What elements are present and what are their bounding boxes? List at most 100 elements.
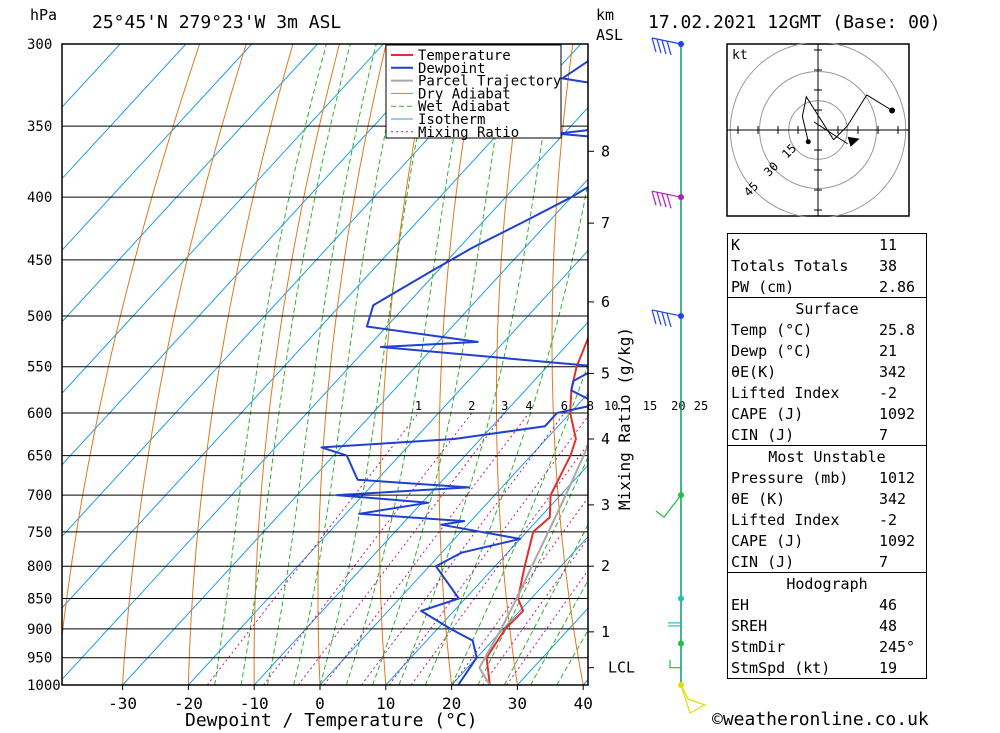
pressure-tick-label: 350: [27, 119, 52, 135]
km-tick-label: 5: [601, 364, 610, 382]
pressure-tick-label: 750: [27, 525, 52, 541]
pressure-tick-label: 950: [27, 651, 52, 667]
wind-barb-flag: [666, 40, 672, 56]
mu-pressure-label: Pressure (mb): [731, 468, 849, 487]
mixing-ratio-label: 2: [468, 399, 475, 413]
wind-barb-950: [669, 659, 681, 669]
mixing-ratio-line: [297, 412, 506, 685]
isotherm-line: [62, 44, 384, 394]
temperature-tick-label: 10: [376, 694, 395, 713]
isotherm-line: [62, 44, 318, 323]
k-index-value: 11: [872, 233, 927, 255]
wind-barb-flag: [661, 311, 667, 327]
hodograph-title: Hodograph: [786, 574, 868, 593]
location-title: 25°45'N 279°23'W 3m ASL: [92, 12, 341, 33]
wind-barb-flag: [666, 194, 672, 209]
wet-adiabat-line: [372, 44, 512, 685]
stats-table: K 11 Totals Totals 38 PW (cm) 2.86 Surface …: [726, 233, 927, 679]
pressure-tick-label: 1000: [27, 678, 61, 694]
copyright-footer[interactable]: ©weatheronline.co.uk: [712, 709, 929, 730]
mixing-ratio-label: 4: [525, 399, 532, 413]
dry-adiabat-line: [658, 44, 715, 685]
mixing-ratio-line: [410, 443, 588, 685]
wind-barb-flag: [656, 38, 662, 54]
mixing-ratio-label: 20: [671, 399, 685, 413]
mixing-ratio-label: 6: [561, 399, 568, 413]
wind-barb-flag: [661, 39, 667, 55]
isotherm-line: [451, 536, 588, 685]
isotherm-line: [62, 44, 450, 466]
most-unstable-section: Most Unstable Pressure (mb) 1012 θE (K) 34…: [727, 445, 927, 573]
mixing-ratio-label: 15: [643, 399, 657, 413]
isotherm-line: [62, 44, 187, 180]
temperature-axis: -30 -20 -10 0 10 20 30 40: [108, 685, 593, 713]
wet-adiabat-line: [266, 44, 377, 685]
temperature-tick-label: 20: [442, 694, 461, 713]
mixing-ratio-axis-label: Mixing Ratio (g/kg): [615, 327, 634, 510]
pressure-tick-label: 650: [27, 449, 52, 465]
most-unstable-title: Most Unstable: [768, 447, 886, 466]
pressure-tick-label: 400: [27, 190, 52, 206]
wet-adiabat-line: [214, 44, 327, 685]
wind-barb-surface: [680, 684, 707, 714]
km-tick-label: 3: [601, 496, 610, 514]
mu-theta-value: 342: [878, 489, 907, 508]
legend-entry-label: Dry Adiabat: [418, 86, 511, 102]
pressure-tick-label: 850: [27, 591, 52, 607]
mu-cin-label: CIN (J): [731, 552, 795, 571]
sreh-label: SREH: [731, 616, 768, 635]
legend-entry-label: Wet Adiabat: [418, 99, 511, 115]
mixing-ratio-line: [506, 569, 588, 685]
stmspd-label: StmSpd (kt): [731, 658, 831, 677]
mu-cin-value: 7: [878, 552, 888, 571]
temperature-tick-label: -30: [108, 694, 137, 713]
temperature-line: [485, 335, 588, 685]
surface-theta-value: 342: [878, 362, 907, 381]
totals-label: Totals Totals: [726, 255, 873, 276]
isotherm-line: [385, 464, 588, 685]
wind-barb-flag: [661, 193, 667, 208]
mu-li-label: Lifted Index: [731, 510, 840, 529]
km-tick-label: 8: [601, 142, 610, 160]
parcel-trajectory-line: [478, 442, 588, 685]
pressure-tick-label: 800: [27, 559, 52, 575]
wet-adiabat-line: [530, 579, 588, 685]
wind-level-dot: [678, 595, 684, 602]
eh-label: EH: [731, 595, 750, 614]
mu-pressure-value: 1012: [878, 468, 916, 487]
sreh-value: 48: [878, 616, 897, 635]
wind-barb-flag: [656, 310, 662, 326]
wind-barb-flag: [651, 309, 657, 325]
hodograph-curve-upper: [833, 94, 893, 141]
mixing-ratio-label: 25: [694, 399, 708, 413]
dry-adiabat-line: [62, 44, 201, 641]
totals-value: 38: [872, 255, 927, 276]
wind-barb-shaft: [651, 309, 682, 317]
mu-cape-value: 1092: [878, 531, 916, 550]
temperature-tick-label: -20: [174, 694, 203, 713]
isotherm-line: [62, 44, 253, 251]
mixing-ratio-line: [388, 415, 588, 685]
temperature-tick-label: 0: [315, 694, 325, 713]
datetime-title: 17.02.2021 12GMT (Base: 00): [648, 12, 941, 33]
storm-motion-arrowhead: [847, 136, 860, 147]
pressure-tick-label: 500: [27, 309, 52, 325]
pressure-tick-label: 900: [27, 622, 52, 638]
wet-adiabat-line: [503, 523, 588, 685]
surface-li-value: -2: [878, 383, 897, 402]
dry-adiabat-line: [992, 44, 1000, 685]
pressure-tick-label: 300: [27, 37, 52, 53]
temperature-tick-label: -10: [240, 694, 269, 713]
km-tick-label: 2: [601, 557, 610, 575]
surface-temp-value: 25.8: [878, 320, 916, 339]
mixing-ratio-label: 8: [587, 399, 594, 413]
indices-section: K 11 Totals Totals 38 PW (cm) 2.86: [726, 233, 927, 298]
profile-traces: [320, 59, 588, 685]
pw-value: 2.86: [872, 276, 927, 298]
legend-entry-label: Isotherm: [418, 112, 485, 128]
surface-theta-label: θE(K): [731, 362, 777, 381]
mixing-ratio-labels: 1 2 3 4 6 8 10 15 20 25: [415, 399, 708, 413]
pressure-tick-label: 450: [27, 253, 52, 269]
